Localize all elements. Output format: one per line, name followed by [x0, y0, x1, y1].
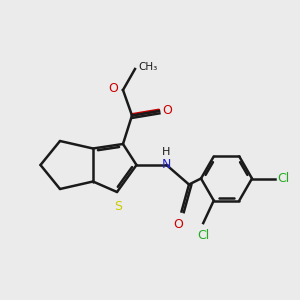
Text: H: H [162, 147, 171, 157]
Text: S: S [115, 200, 122, 212]
Text: Cl: Cl [197, 229, 209, 242]
Text: O: O [163, 104, 172, 118]
Text: O: O [174, 218, 183, 230]
Text: O: O [109, 82, 118, 95]
Text: CH₃: CH₃ [139, 62, 158, 73]
Text: Cl: Cl [278, 172, 290, 185]
Text: N: N [162, 158, 171, 172]
